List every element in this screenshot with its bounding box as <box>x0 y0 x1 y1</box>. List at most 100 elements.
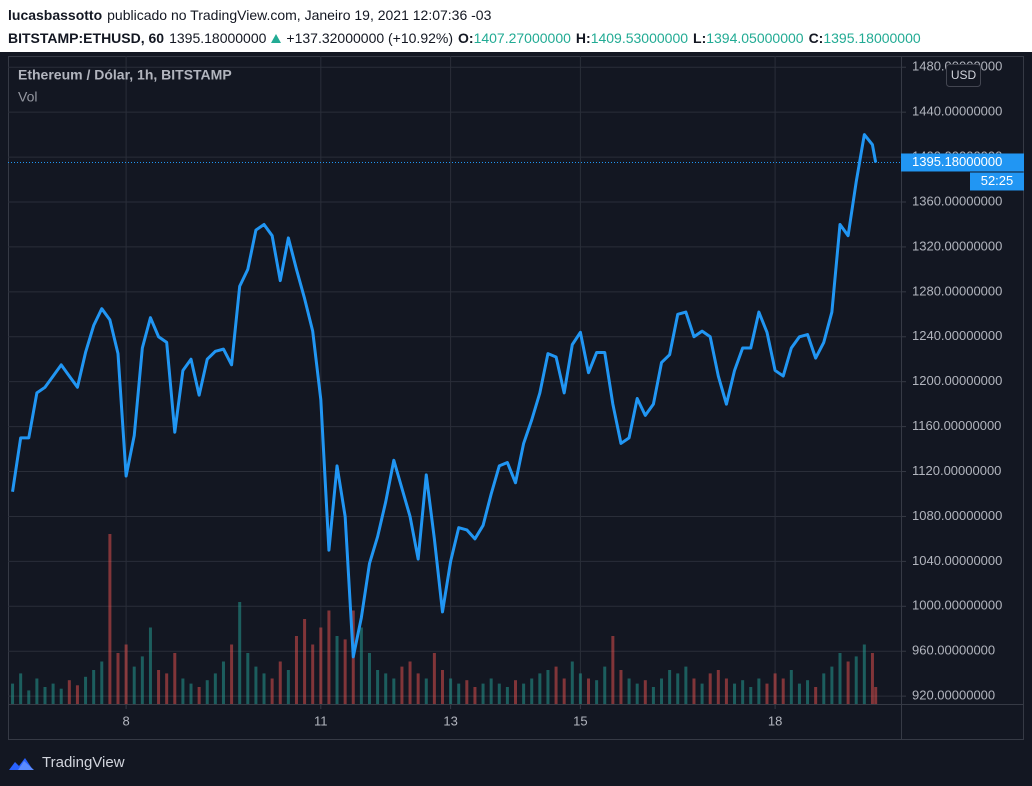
volume-bar <box>254 666 258 704</box>
y-tick-label: 1200.00000000 <box>912 373 1002 388</box>
volume-bar <box>294 636 298 704</box>
volume-bar <box>465 680 469 704</box>
ohlc-label: L: <box>693 30 707 46</box>
volume-bar <box>457 683 461 704</box>
volume-bar <box>286 670 290 704</box>
ohlc-value: 1409.53000000 <box>590 30 689 46</box>
volume-bar <box>432 653 436 704</box>
volume-bar <box>424 678 428 704</box>
volume-bar <box>43 687 47 704</box>
volume-bar <box>684 666 688 704</box>
y-tick-label: 1360.00000000 <box>912 193 1002 208</box>
volume-bar <box>481 683 485 704</box>
volume-bar <box>140 656 144 704</box>
volume-bar <box>189 683 193 704</box>
volume-bar <box>870 653 874 704</box>
volume-bar <box>538 673 542 704</box>
x-tick-label: 18 <box>768 713 782 728</box>
volume-bar <box>635 683 639 704</box>
volume-bar <box>343 639 347 704</box>
volume-bar <box>303 619 307 704</box>
volume-bar <box>587 678 591 704</box>
currency-box[interactable] <box>946 64 981 87</box>
volume-bar <box>408 661 412 704</box>
volume-bar <box>311 644 315 704</box>
volume-bar <box>392 678 396 704</box>
volume-label: Vol <box>18 89 37 105</box>
header-row: BITSTAMP:ETHUSD, 60 1395.18000000 +137.3… <box>8 28 921 48</box>
ohlc-label: C: <box>808 30 824 46</box>
volume-bar <box>262 673 266 704</box>
volume-bar <box>75 685 79 704</box>
volume-bar <box>359 627 363 704</box>
volume-bar <box>562 678 566 704</box>
y-tick-label: 1280.00000000 <box>912 283 1002 298</box>
y-tick-label: 1320.00000000 <box>912 238 1002 253</box>
volume-bar <box>806 680 810 704</box>
volume-bar <box>854 656 858 704</box>
volume-bar <box>67 680 71 704</box>
up-arrow <box>271 33 282 43</box>
brand[interactable]: TradingView <box>42 754 125 771</box>
volume-bar <box>611 636 615 704</box>
volume-bar <box>708 673 712 704</box>
volume-bar <box>789 670 793 704</box>
y-tick-label: 1040.00000000 <box>912 553 1002 568</box>
logo-mark <box>18 761 34 770</box>
volume-bar <box>384 673 388 704</box>
volume-bar <box>497 683 501 704</box>
user[interactable]: lucasbassotto <box>8 7 103 23</box>
volume-bar <box>376 670 380 704</box>
volume-bar <box>221 661 225 704</box>
volume-bar <box>676 673 680 704</box>
countdown: 52:25 <box>981 173 1014 188</box>
header-row: lucasbassotto publicado no TradingView.c… <box>8 5 491 25</box>
volume-bar <box>660 678 664 704</box>
volume-bar <box>643 680 647 704</box>
volume-bar <box>367 653 371 704</box>
volume-bar <box>846 661 850 704</box>
volume-bar <box>692 678 696 704</box>
volume-bar <box>51 683 55 704</box>
volume-bar <box>449 678 453 704</box>
volume-bar <box>157 670 161 704</box>
volume-bar <box>473 687 477 704</box>
symbol: BITSTAMP:ETHUSD, 60 <box>8 30 165 46</box>
volume-bar <box>278 661 282 704</box>
header: lucasbassotto publicado no TradingView.c… <box>0 0 1032 52</box>
volume-bar <box>514 680 518 704</box>
volume-bar <box>838 653 842 704</box>
y-tick-label: 1160.00000000 <box>912 418 1001 433</box>
volume-bar <box>554 666 558 704</box>
volume-bar <box>124 644 128 704</box>
countdown-box <box>970 172 1024 191</box>
x-tick-label: 11 <box>314 713 328 728</box>
volume-bar <box>213 673 217 704</box>
volume-bar <box>749 687 753 704</box>
y-tick-label: 1080.00000000 <box>912 508 1002 523</box>
volume-bar <box>822 673 826 704</box>
volume-bar <box>270 678 274 704</box>
volume-bar <box>773 673 777 704</box>
volume-bar <box>230 644 234 704</box>
volume-bar <box>59 688 63 704</box>
currency[interactable]: USD <box>951 68 977 82</box>
volume-bar <box>830 666 834 704</box>
volume-bar <box>148 627 152 704</box>
volume-bar <box>578 673 582 704</box>
volume-bar <box>700 683 704 704</box>
change: +137.32000000 (+10.92%) <box>286 30 454 46</box>
chart-title: Ethereum / Dólar, 1h, BITSTAMP <box>18 67 232 83</box>
volume-bar <box>757 678 761 704</box>
volume-bar <box>874 687 878 704</box>
price-line <box>11 133 878 659</box>
volume-bar <box>724 678 728 704</box>
volume-bar <box>668 670 672 704</box>
ohlc-value: 1394.05000000 <box>706 30 804 46</box>
volume-bar <box>173 653 177 704</box>
volume-bar <box>181 678 185 704</box>
volume-bar <box>595 680 599 704</box>
